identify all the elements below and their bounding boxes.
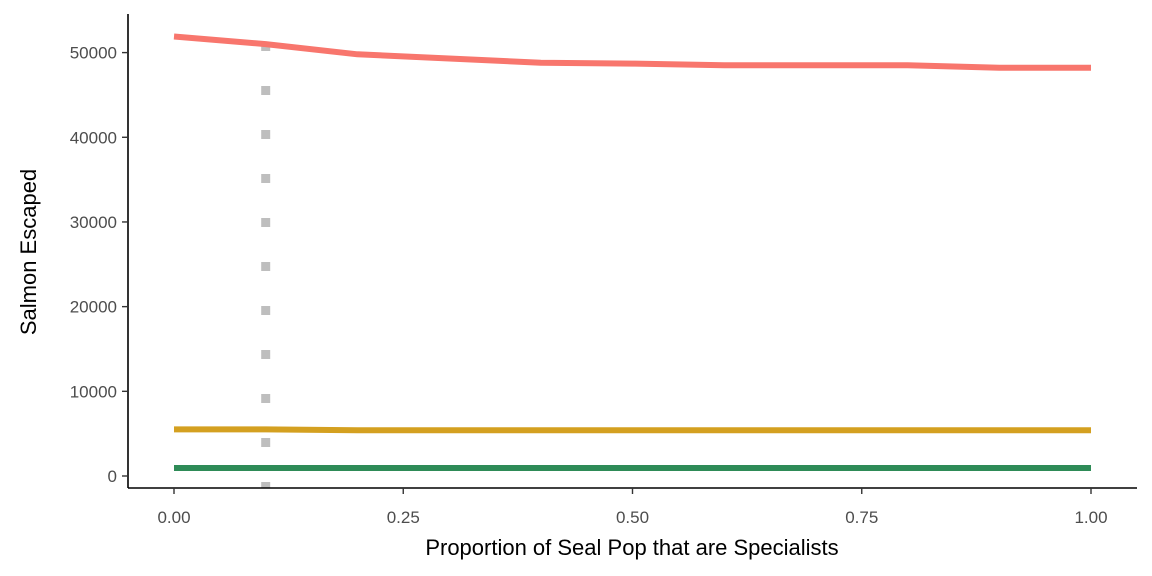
y-tick-label: 30000: [70, 213, 117, 232]
x-tick-label: 0.50: [616, 508, 649, 527]
y-tick-label: 40000: [70, 128, 117, 147]
x-tick-label: 0.25: [387, 508, 420, 527]
y-tick-label: 20000: [70, 298, 117, 317]
series-layer: [173, 33, 1091, 471]
x-tick-label: 0.75: [845, 508, 878, 527]
x-tick-label: 1.00: [1074, 508, 1107, 527]
x-tick-label: 0.00: [157, 508, 190, 527]
axes-layer: [127, 14, 1137, 489]
y-tick-label: 10000: [70, 382, 117, 401]
y-tick-label: 0: [108, 467, 117, 486]
y-axis-title: Salmon Escaped: [16, 169, 41, 335]
ticks-layer: 0.00 0.25 0.50 0.75 1.00 0 10000 20000 30000 4000…: [70, 44, 1108, 527]
y-tick-label: 50000: [70, 44, 117, 63]
series-line-1: [173, 33, 1091, 71]
x-axis-title: Proportion of Seal Pop that are Speciali…: [425, 535, 838, 560]
series-line-2: [174, 426, 1091, 434]
